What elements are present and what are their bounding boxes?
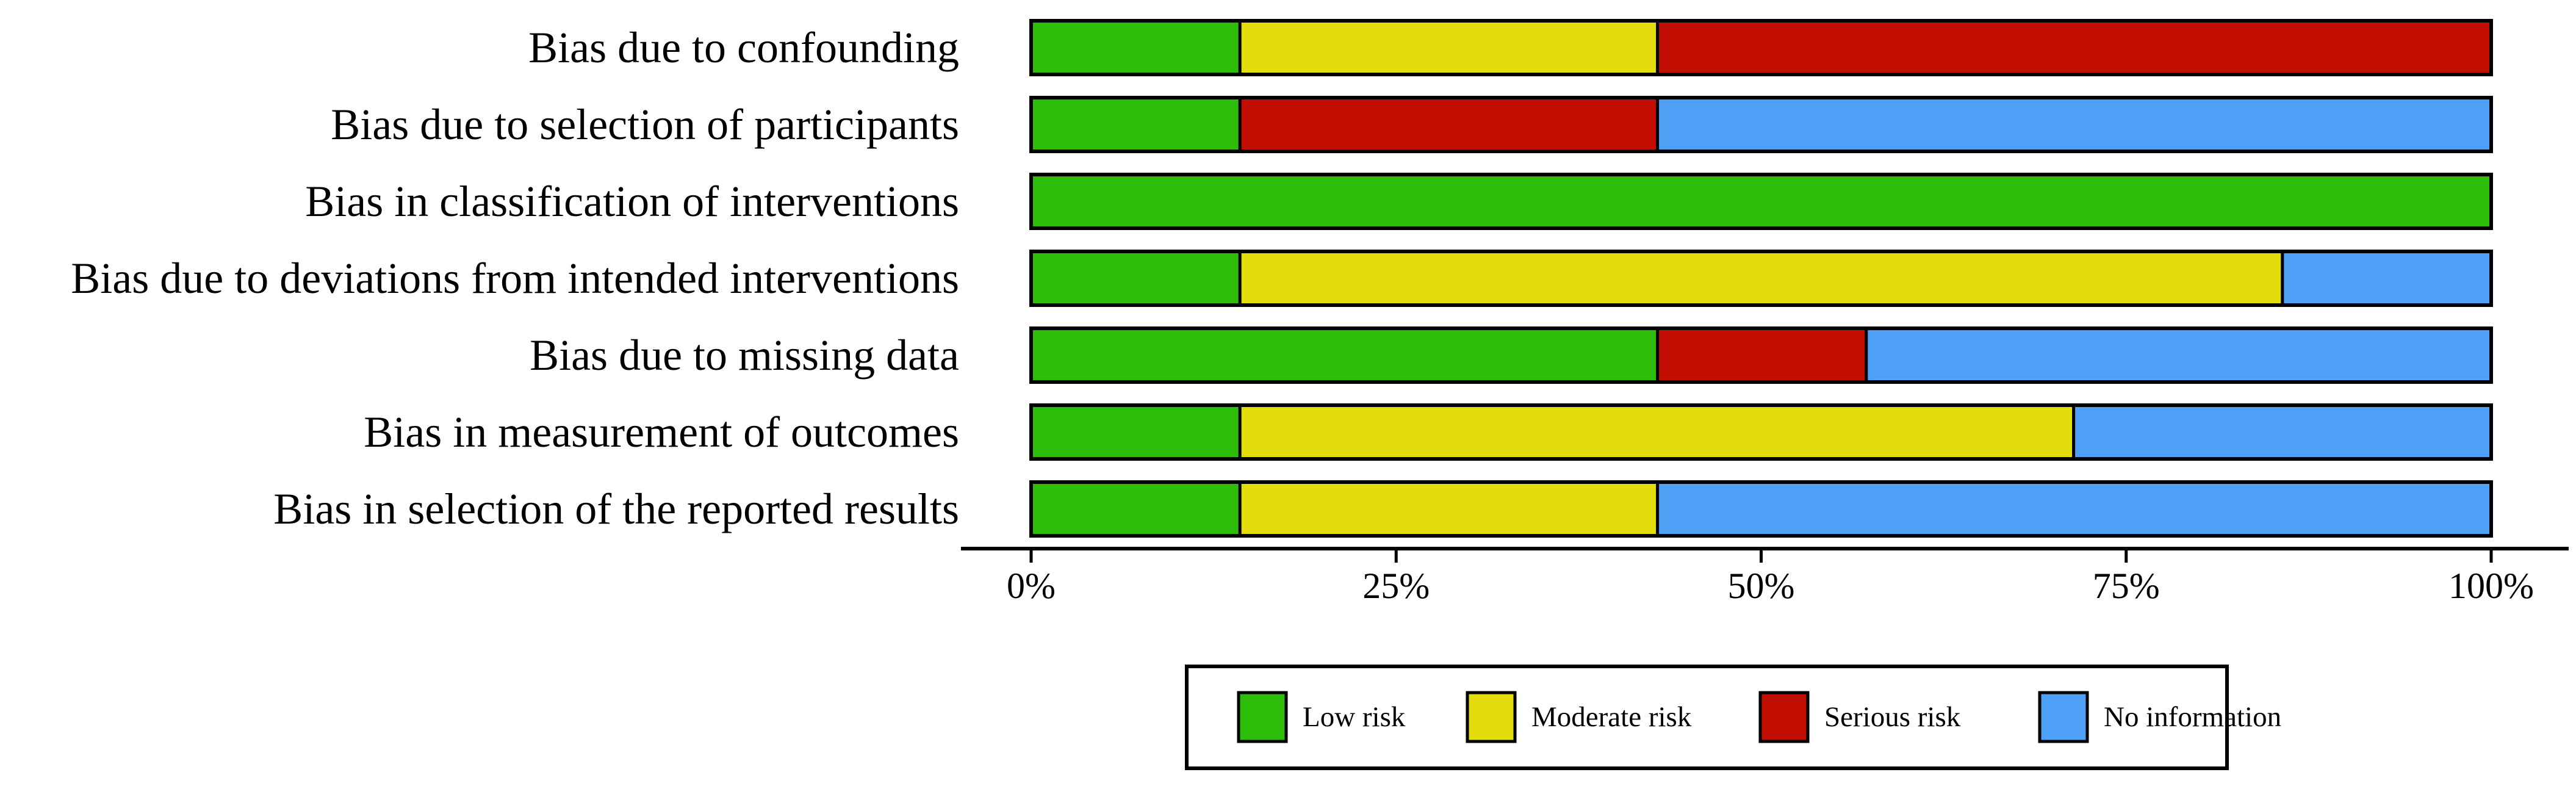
bar-segment-moderate-risk-1	[1240, 21, 1658, 74]
x-tick-label-3: 50%	[1728, 566, 1795, 606]
bar-segment-moderate-risk-6	[1240, 405, 2074, 459]
bar-outline-4	[1029, 250, 2493, 307]
category-label-3: Bias in classification of interventions	[305, 177, 959, 226]
bar-segment-low-risk-2	[1031, 98, 1240, 151]
bar-segment-no-information-7	[1657, 482, 2491, 536]
bar-segment-serious-risk-1	[1657, 21, 2491, 74]
category-labels: Bias due to confounding Bias due to selec…	[71, 23, 959, 533]
bar-outline-2	[1029, 96, 2493, 153]
bar-segment-serious-risk-2	[1240, 98, 1658, 151]
x-tick-label-4: 75%	[2093, 566, 2160, 606]
bar-segment-no-information-4	[2282, 251, 2491, 305]
bar-segment-moderate-risk-7	[1240, 482, 1658, 536]
bar-segment-no-information-6	[2073, 405, 2491, 459]
legend-label-moderate-risk: Moderate risk	[1531, 701, 1692, 733]
category-label-2: Bias due to selection of participants	[331, 100, 959, 149]
bar-segment-moderate-risk-4	[1240, 251, 2283, 305]
x-axis-ticks: 0% 25% 50% 75% 100%	[1007, 549, 2534, 606]
bar-outline-7	[1029, 480, 2493, 538]
bars-group	[1029, 19, 2493, 538]
bar-segment-low-risk-7	[1031, 482, 1240, 536]
legend-label-serious-risk: Serious risk	[1824, 701, 1961, 733]
bar-outline-3	[1029, 173, 2493, 230]
bar-outline-1	[1029, 19, 2493, 76]
bar-segment-no-information-5	[1866, 328, 2493, 382]
legend-label-no-information: No information	[2104, 701, 2281, 733]
legend-swatch-serious-risk	[1758, 691, 1810, 743]
bar-segment-no-information-2	[1657, 98, 2491, 151]
bar-outline-5	[1029, 326, 2493, 384]
category-label-7: Bias in selection of the reported result…	[273, 485, 959, 533]
legend-swatch-low-risk	[1237, 691, 1288, 743]
category-label-6: Bias in measurement of outcomes	[364, 408, 959, 456]
bar-segment-low-risk-1	[1031, 21, 1240, 74]
legend-swatch-no-information	[2038, 691, 2089, 743]
category-label-5: Bias due to missing data	[530, 331, 959, 380]
bar-segment-low-risk-3	[1031, 175, 2491, 228]
category-label-1: Bias due to confounding	[528, 23, 959, 72]
bar-segment-low-risk-6	[1031, 405, 1240, 459]
bar-outline-6	[1029, 403, 2493, 461]
bar-segment-low-risk-5	[1031, 328, 1658, 382]
category-label-4: Bias due to deviations from intended int…	[71, 254, 959, 303]
legend-swatch-moderate-risk	[1466, 691, 1517, 743]
bar-segment-serious-risk-5	[1657, 328, 1866, 382]
legend-label-low-risk: Low risk	[1303, 701, 1406, 733]
x-tick-label-2: 25%	[1362, 566, 1430, 606]
legend: Low risk Moderate risk Serious risk No info…	[1185, 665, 2281, 770]
x-tick-label-1: 0%	[1007, 566, 1056, 606]
bar-segment-low-risk-4	[1031, 251, 1240, 305]
x-tick-label-5: 100%	[2448, 566, 2534, 606]
